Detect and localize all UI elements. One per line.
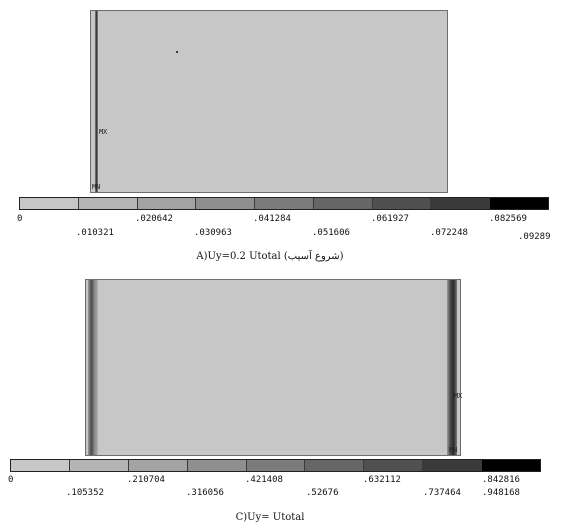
- figure-c-legend-tick: .210704: [127, 475, 165, 485]
- figure-a-legend-tick: .051606: [312, 228, 350, 238]
- figure-a-legend-swatch: [313, 198, 373, 209]
- figure-c-legend-swatch: [187, 460, 247, 471]
- figure-a-legend-swatch: [196, 198, 256, 209]
- figure-c-caption: C)Uy= Utotal: [235, 512, 305, 523]
- figure-c-legend-tick: 0: [8, 475, 14, 485]
- figure-c-legend-swatch: [246, 460, 306, 471]
- figure-c-legend-swatch: [423, 460, 483, 471]
- figure-c-left-edge-stripe: [88, 280, 98, 455]
- figure-a-legend-swatch: [372, 198, 432, 209]
- figure-a-legend-tick: .030963: [194, 228, 232, 238]
- figure-c-legend-tick: .632112: [363, 475, 401, 485]
- figure-c-legend-swatch: [482, 460, 541, 471]
- figure-a-legend-tick: .09289: [518, 232, 551, 242]
- figure-c-color-legend: [10, 459, 541, 472]
- figure-c-legend-swatch: [305, 460, 365, 471]
- figure-a-legend-tick: .072248: [430, 228, 468, 238]
- figure-a-legend-swatch: [20, 198, 79, 209]
- figure-c-legend-tick: .52676: [306, 488, 339, 498]
- figure-a-min-marker: MN: [92, 183, 101, 191]
- figure-a-max-marker: MX: [99, 128, 108, 136]
- figure-c-legend-tick: .842816: [482, 475, 520, 485]
- figure-c-right-edge-stripe: [447, 280, 457, 455]
- figure-c-legend-swatch: [364, 460, 424, 471]
- figure-c-legend-tick: .421408: [245, 475, 283, 485]
- figure-a-left-edge-stripe: [95, 11, 98, 192]
- figure-a-legend-swatch: [490, 198, 549, 209]
- figure-c-legend-tick: .105352: [66, 488, 104, 498]
- figure-a-legend-tick: .082569: [489, 214, 527, 224]
- figure-c-legend-swatch: [11, 460, 70, 471]
- figure-a-legend-tick: .010321: [76, 228, 114, 238]
- figure-a-color-legend: [19, 197, 549, 210]
- figure-a-legend-tick: 0: [17, 214, 23, 224]
- figure-c-legend-swatch: [69, 460, 129, 471]
- figure-a-legend-tick: .020642: [135, 214, 173, 224]
- figure-c-contour-plot: MX MN: [85, 279, 462, 456]
- figure-a-legend-tick: .041284: [253, 214, 291, 224]
- figure-a-legend-swatch: [431, 198, 491, 209]
- figure-a-legend-tick: .061927: [371, 214, 409, 224]
- figure-a-legend-swatch: [78, 198, 138, 209]
- figure-c-legend-swatch: [128, 460, 188, 471]
- figure-c-legend-tick: .737464: [423, 488, 461, 498]
- figure-c-max-marker: MX: [453, 392, 462, 400]
- figure-a-contour-plot: MX MN: [90, 10, 448, 193]
- figure-a-node-dot: [176, 51, 178, 53]
- figure-c-min-marker: MN: [448, 446, 457, 454]
- figure-c-legend-tick: .948168: [482, 488, 520, 498]
- figure-a-legend-swatch: [255, 198, 314, 209]
- figure-c-legend-tick: .316056: [186, 488, 224, 498]
- figure-a-legend-swatch: [137, 198, 197, 209]
- figure-a-caption: A)Uy=0.2 Utotal (شروع آسیب): [196, 251, 344, 262]
